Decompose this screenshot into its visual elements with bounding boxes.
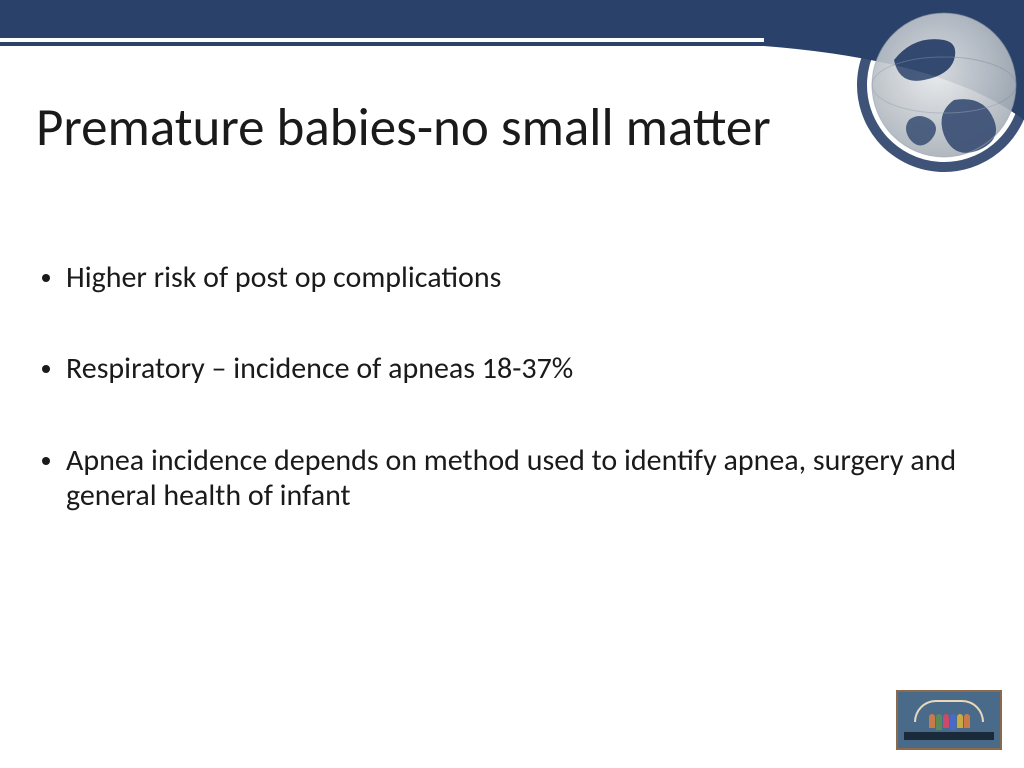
bullet-item: Respiratory – incidence of apneas 18-37% <box>42 351 964 386</box>
bullet-dot-icon <box>42 365 50 373</box>
globe-icon <box>834 0 1024 190</box>
logo-bar-icon <box>904 732 994 740</box>
logo-people-icon <box>909 714 989 728</box>
content-area: Higher risk of post op complications Res… <box>42 260 964 570</box>
footer-logo <box>896 690 1002 750</box>
bullet-dot-icon <box>42 274 50 282</box>
bullet-text: Respiratory – incidence of apneas 18-37% <box>66 351 964 386</box>
bullet-text: Higher risk of post op complications <box>66 260 964 295</box>
bullet-text: Apnea incidence depends on method used t… <box>66 443 964 514</box>
bullet-item: Higher risk of post op complications <box>42 260 964 295</box>
slide-title: Premature babies-no small matter <box>36 96 964 160</box>
bullet-dot-icon <box>42 457 50 465</box>
bullet-item: Apnea incidence depends on method used t… <box>42 443 964 514</box>
